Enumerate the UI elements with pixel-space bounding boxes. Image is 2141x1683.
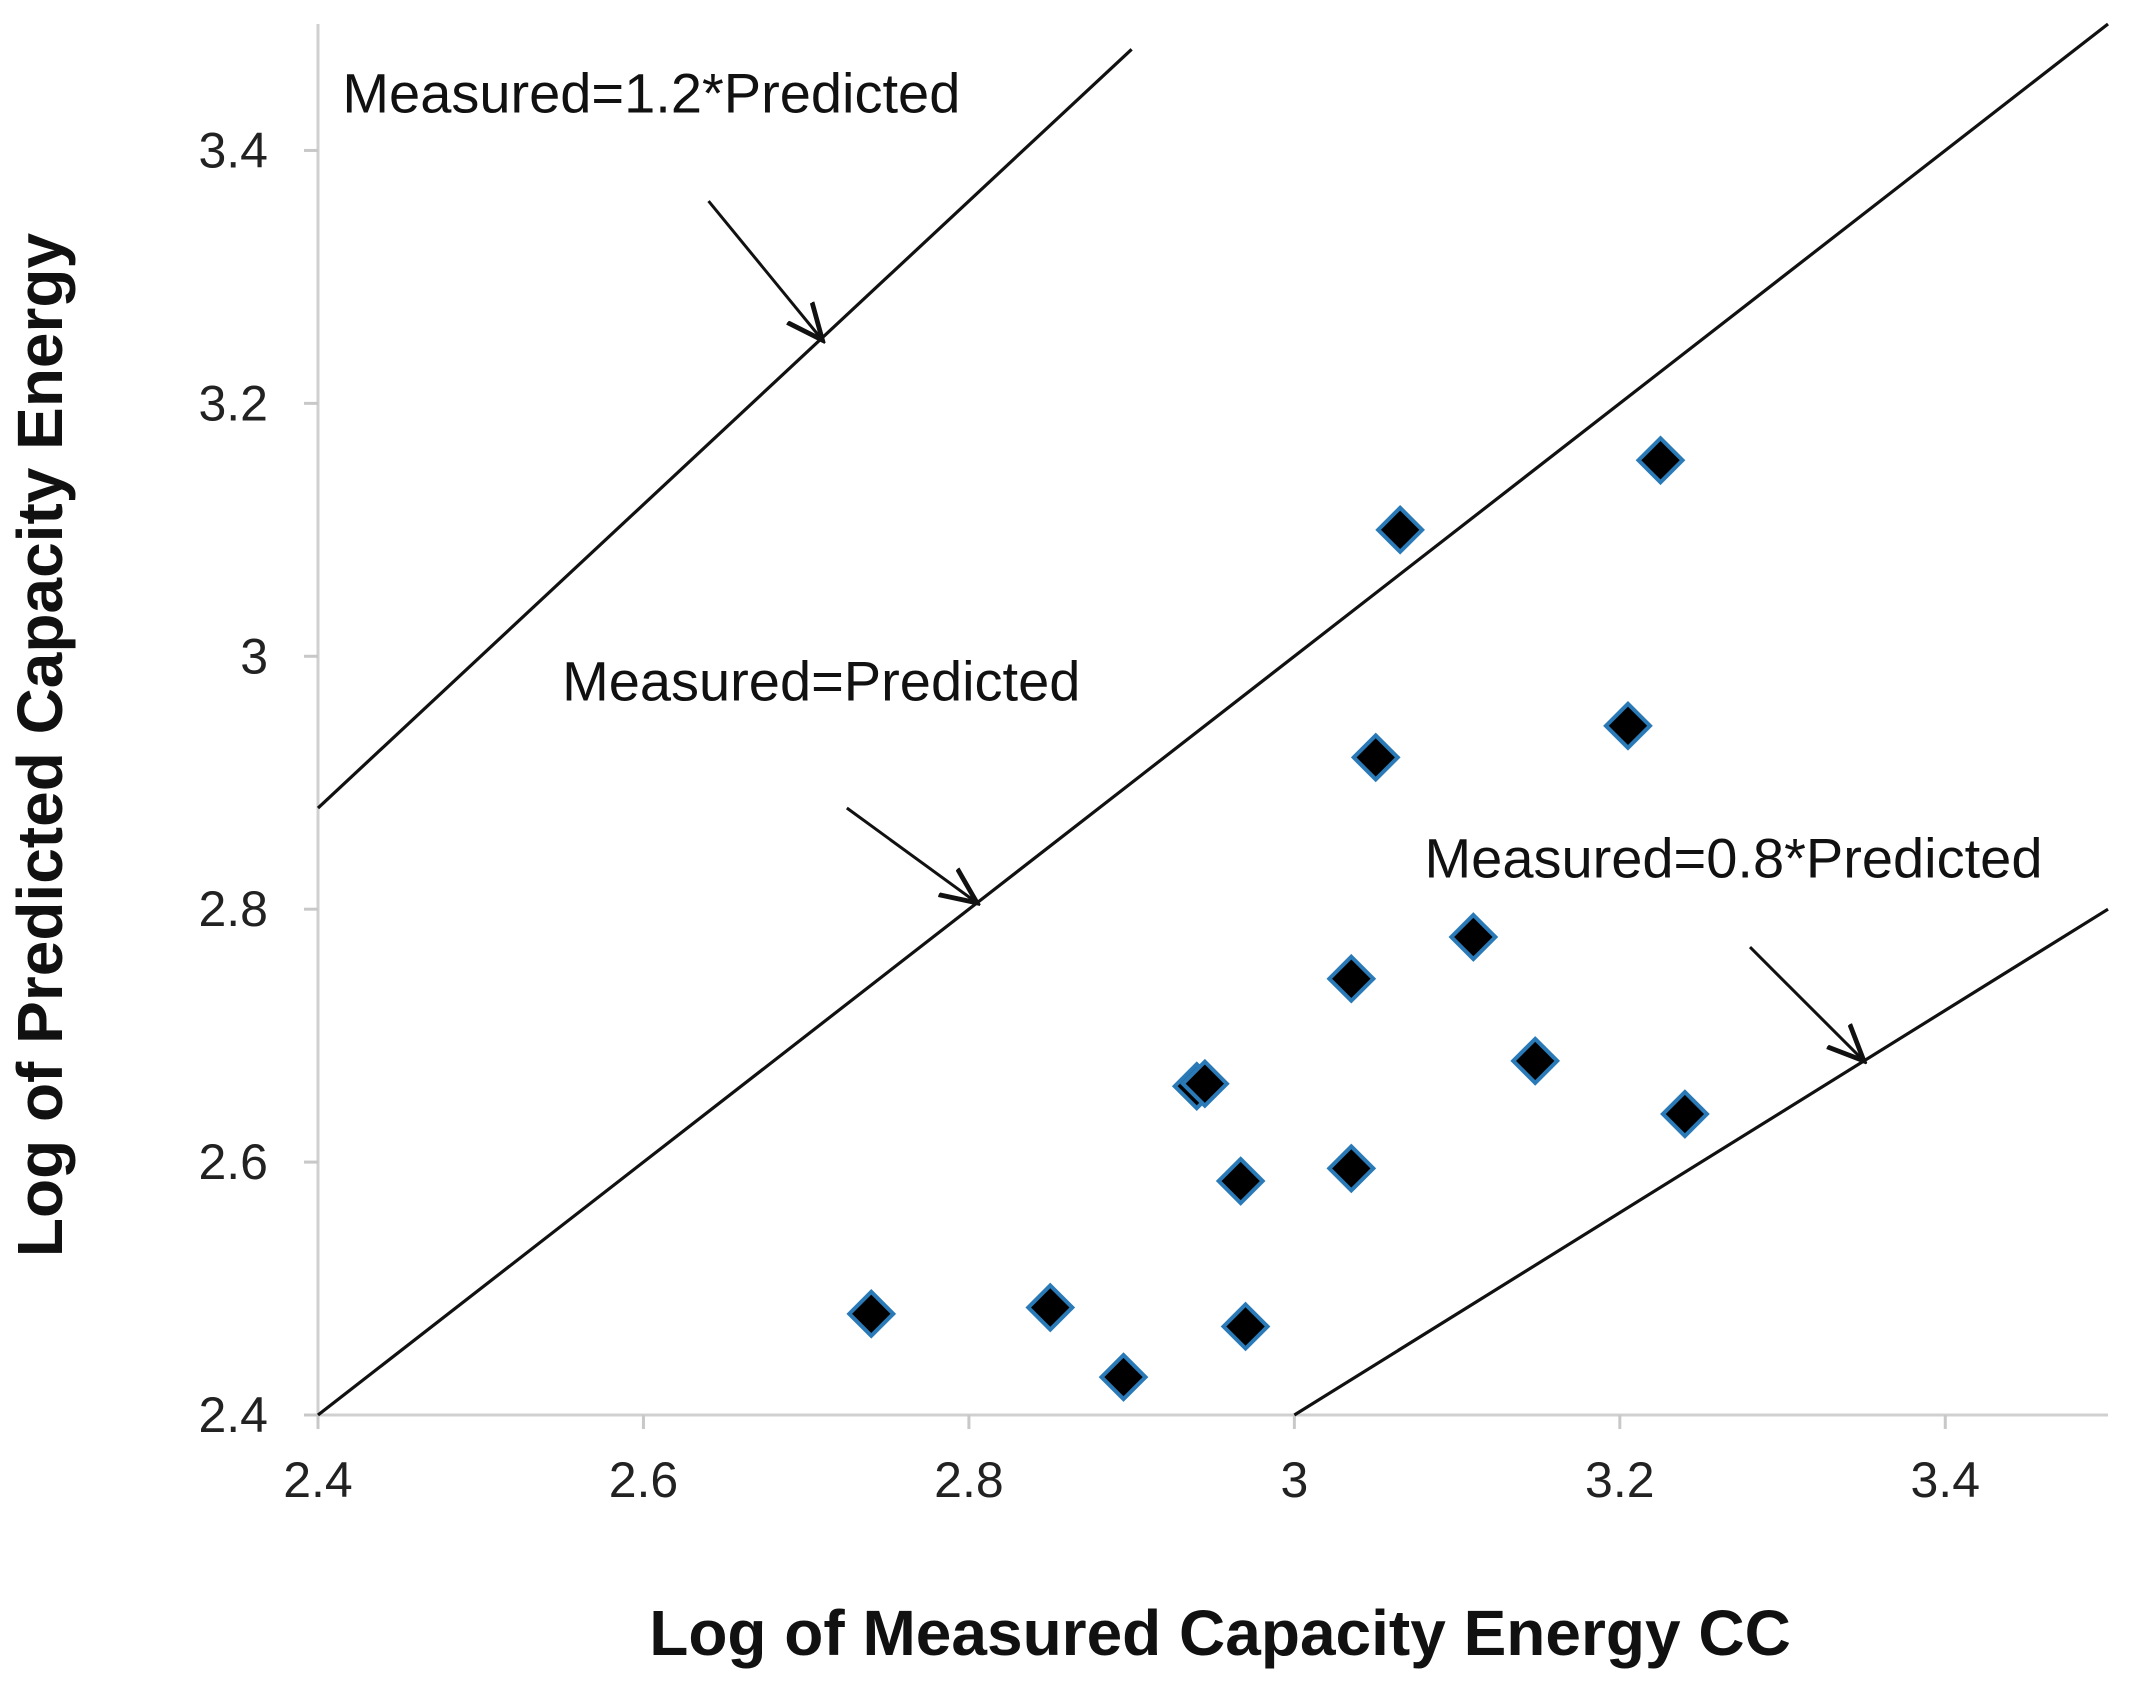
x-tick-label: 2.6 — [609, 1452, 679, 1508]
reference-line-measured-1.2-predicted — [316, 48, 1133, 810]
tick-labels: 2.4 2.6 2.8 3 3.2 3.4 2.4 2.6 2.8 3 3.2 3.4 — [198, 122, 1980, 1508]
y-tick-label: 3.4 — [198, 122, 268, 178]
data-point — [1510, 1036, 1561, 1086]
y-tick-label: 3 — [240, 628, 268, 684]
x-tick-label: 2.8 — [934, 1452, 1004, 1508]
annotation-arrow-measured-equals-predicted — [845, 806, 977, 903]
annotation-arrow-measured-0.8-predicted — [1748, 946, 1864, 1061]
data-point — [1350, 732, 1401, 783]
data-point — [1375, 504, 1425, 555]
data-point — [1220, 1301, 1271, 1352]
data-point — [1603, 700, 1653, 751]
data-point — [1098, 1352, 1149, 1402]
annotations: Measured=1.2*Predicted Measured=Predicted… — [342, 62, 2042, 1061]
annotation-label-measured-0.8-predicted: Measured=0.8*Predicted — [1425, 827, 2043, 890]
annotation-label-measured-equals-predicted: Measured=Predicted — [562, 650, 1080, 713]
data-point — [1660, 1089, 1710, 1139]
data-point — [1326, 1143, 1377, 1194]
data-point — [1635, 435, 1686, 486]
y-axis-title: Log of Predicted Capacity Energy — [4, 232, 76, 1257]
data-point — [1180, 1058, 1230, 1109]
data-point — [1448, 912, 1499, 962]
data-point — [846, 1289, 897, 1339]
axes — [304, 24, 2108, 1429]
annotation-label-measured-1.2-predicted: Measured=1.2*Predicted — [342, 62, 960, 125]
x-tick-label: 3 — [1280, 1452, 1308, 1508]
data-point — [1215, 1156, 1266, 1206]
data-point — [1025, 1282, 1076, 1333]
y-tick-label: 3.2 — [198, 375, 268, 431]
x-tick-label: 3.2 — [1585, 1452, 1655, 1508]
annotation-arrow-measured-1.2-predicted — [707, 200, 823, 340]
reference-line-measured-0.8-predicted — [1293, 907, 2109, 1417]
y-tick-label: 2.4 — [198, 1387, 268, 1443]
x-tick-label: 3.4 — [1911, 1452, 1981, 1508]
y-tick-label: 2.8 — [198, 881, 268, 937]
x-axis-title: Log of Measured Capacity Energy CC — [649, 1597, 1791, 1669]
data-point — [1326, 953, 1377, 1004]
data-points — [846, 435, 1710, 1402]
x-tick-label: 2.4 — [283, 1452, 353, 1508]
reference-line-measured-equals-predicted — [317, 22, 2109, 1417]
y-tick-label: 2.6 — [198, 1134, 268, 1190]
reference-lines — [316, 22, 2109, 1417]
